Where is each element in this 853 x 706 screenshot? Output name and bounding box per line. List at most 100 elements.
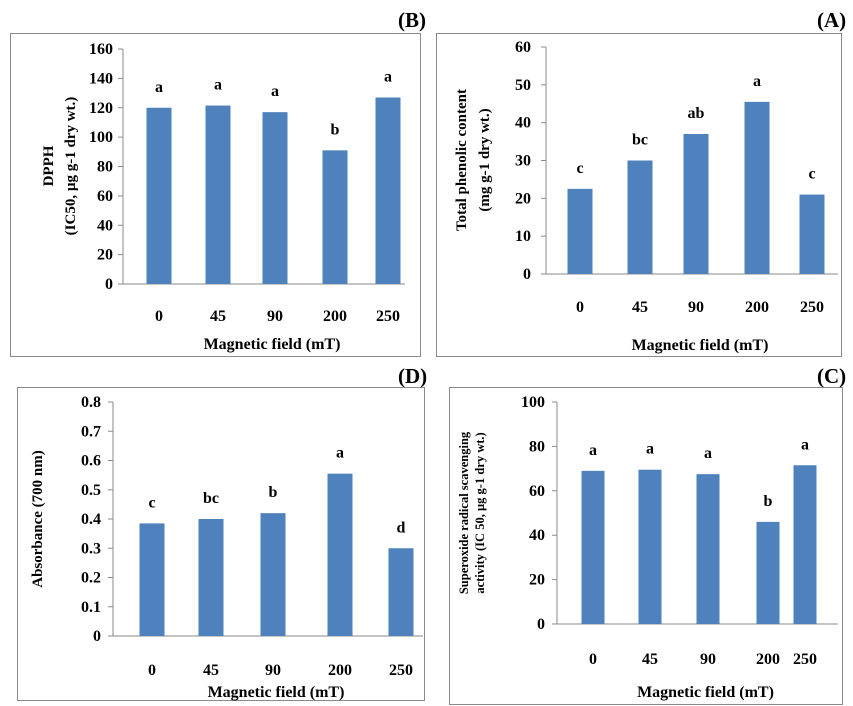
significance-letter: a — [753, 73, 761, 90]
bar-250 — [389, 548, 414, 636]
y-tick-label: 80 — [529, 438, 545, 455]
y-tick-label: 0.3 — [81, 540, 101, 557]
significance-letter: a — [214, 77, 222, 94]
y-axis-label: Total phenolic content — [454, 89, 470, 231]
y-tick-label: 100 — [89, 129, 113, 146]
y-tick-label: 120 — [89, 100, 113, 117]
y-tick-label: 0.8 — [81, 394, 101, 411]
significance-letter: a — [336, 445, 344, 462]
y-tick-label: 0.4 — [81, 511, 101, 528]
significance-letter: a — [646, 441, 654, 458]
y-tick-label: 80 — [97, 159, 113, 176]
x-tick-label: 200 — [323, 308, 347, 325]
bar-45 — [206, 106, 231, 284]
bar-45 — [628, 161, 653, 275]
x-tick-label: 45 — [203, 662, 219, 679]
bar-200 — [745, 102, 770, 274]
bar-0 — [140, 523, 165, 636]
bar-0 — [582, 471, 605, 624]
y-tick-label: 0 — [523, 266, 531, 283]
x-tick-label: 90 — [700, 651, 716, 668]
y-tick-label: 0.2 — [81, 570, 101, 587]
significance-letter: a — [155, 79, 163, 96]
y-tick-label: 0.5 — [81, 482, 101, 499]
x-tick-label: 45 — [642, 651, 658, 668]
significance-letter: a — [801, 436, 809, 453]
significance-letter: ab — [688, 105, 705, 122]
y-tick-label: 140 — [89, 70, 113, 87]
y-tick-label: 0.7 — [81, 423, 101, 440]
x-tick-label: 45 — [210, 308, 226, 325]
y-tick-label: 40 — [515, 115, 531, 132]
significance-letter: c — [808, 166, 815, 183]
x-tick-label: 90 — [265, 662, 281, 679]
x-tick-label: 0 — [148, 662, 156, 679]
significance-letter: c — [148, 494, 155, 511]
bar-250 — [376, 97, 401, 284]
significance-letter: bc — [632, 132, 648, 149]
x-tick-label: 200 — [328, 662, 352, 679]
x-axis-label: Magnetic field (mT) — [204, 336, 341, 353]
x-tick-label: 250 — [800, 299, 824, 316]
y-axis-label: Absorbance (700 nm) — [30, 450, 46, 588]
x-tick-label: 0 — [589, 651, 597, 668]
x-tick-label: 250 — [376, 308, 400, 325]
bar-90 — [263, 112, 288, 284]
bar-250 — [800, 195, 825, 274]
significance-letter: a — [589, 442, 597, 459]
y-tick-label: 0 — [93, 628, 101, 645]
y-tick-label: 40 — [97, 217, 113, 234]
significance-letter: a — [271, 83, 279, 100]
y-axis-label: Superoxide radical scavenging — [457, 431, 471, 594]
y-tick-label: 160 — [89, 41, 113, 58]
bar-200 — [757, 522, 780, 624]
x-tick-label: 0 — [576, 299, 584, 316]
y-tick-label: 60 — [529, 483, 545, 500]
y-axis-label: DPPH — [41, 145, 57, 186]
x-tick-label: 250 — [389, 662, 413, 679]
y-tick-label: 20 — [529, 572, 545, 589]
x-tick-label: 90 — [267, 308, 283, 325]
bar-200 — [328, 474, 353, 636]
y-axis-label: (IC50, µg g-1 dry wt.) — [63, 97, 79, 236]
y-tick-label: 20 — [97, 247, 113, 264]
chart-c: 0 20 40 60 80 100 a 0 a 45 a 90 b 200 a 250 Magnetic fie… — [457, 394, 838, 701]
x-tick-label: 0 — [155, 308, 163, 325]
chart-b: 0 20 40 60 80 100 120 140 160 a 0 a 45 a 90 b 200 a 250 Mag… — [41, 41, 405, 353]
y-tick-label: 100 — [521, 394, 545, 411]
significance-letter: c — [576, 160, 583, 177]
y-tick-label: 20 — [515, 190, 531, 207]
y-tick-label: 50 — [515, 77, 531, 94]
significance-letter: b — [269, 484, 278, 501]
significance-letter: b — [331, 121, 340, 138]
y-tick-label: 0 — [105, 276, 113, 293]
chart-a: 0 10 20 30 40 50 60 c 0 bc 45 ab 90 a 200 c 250 Magnetic … — [454, 39, 838, 354]
x-axis-label: Magnetic field (mT) — [637, 684, 774, 701]
bar-0 — [568, 189, 593, 274]
y-tick-label: 60 — [515, 39, 531, 56]
x-tick-label: 45 — [632, 299, 648, 316]
x-tick-label: 250 — [793, 651, 817, 668]
y-tick-label: 30 — [515, 153, 531, 170]
bar-90 — [684, 134, 709, 274]
y-tick-label: 10 — [515, 228, 531, 245]
y-tick-label: 0.1 — [81, 599, 101, 616]
significance-letter: b — [764, 493, 773, 510]
y-tick-label: 0 — [537, 616, 545, 633]
y-axis-label: activity (IC 50, µg g-1 dry wt.) — [473, 432, 487, 593]
bar-200 — [323, 150, 348, 284]
bar-45 — [639, 470, 662, 624]
significance-letter: a — [704, 445, 712, 462]
y-tick-label: 40 — [529, 527, 545, 544]
bar-250 — [794, 465, 817, 624]
significance-letter: a — [384, 68, 392, 85]
y-tick-label: 60 — [97, 188, 113, 205]
x-tick-label: 200 — [756, 651, 780, 668]
bar-0 — [147, 108, 172, 284]
significance-letter: bc — [203, 490, 219, 507]
x-tick-label: 90 — [688, 299, 704, 316]
chart-d: 0 0.1 0.2 0.3 0.4 0.5 0.6 0.7 0.8 c 0 bc 45 b 90 a 200 d 2… — [30, 394, 423, 701]
x-tick-label: 200 — [745, 299, 769, 316]
x-axis-label: Magnetic field (mT) — [208, 684, 345, 701]
